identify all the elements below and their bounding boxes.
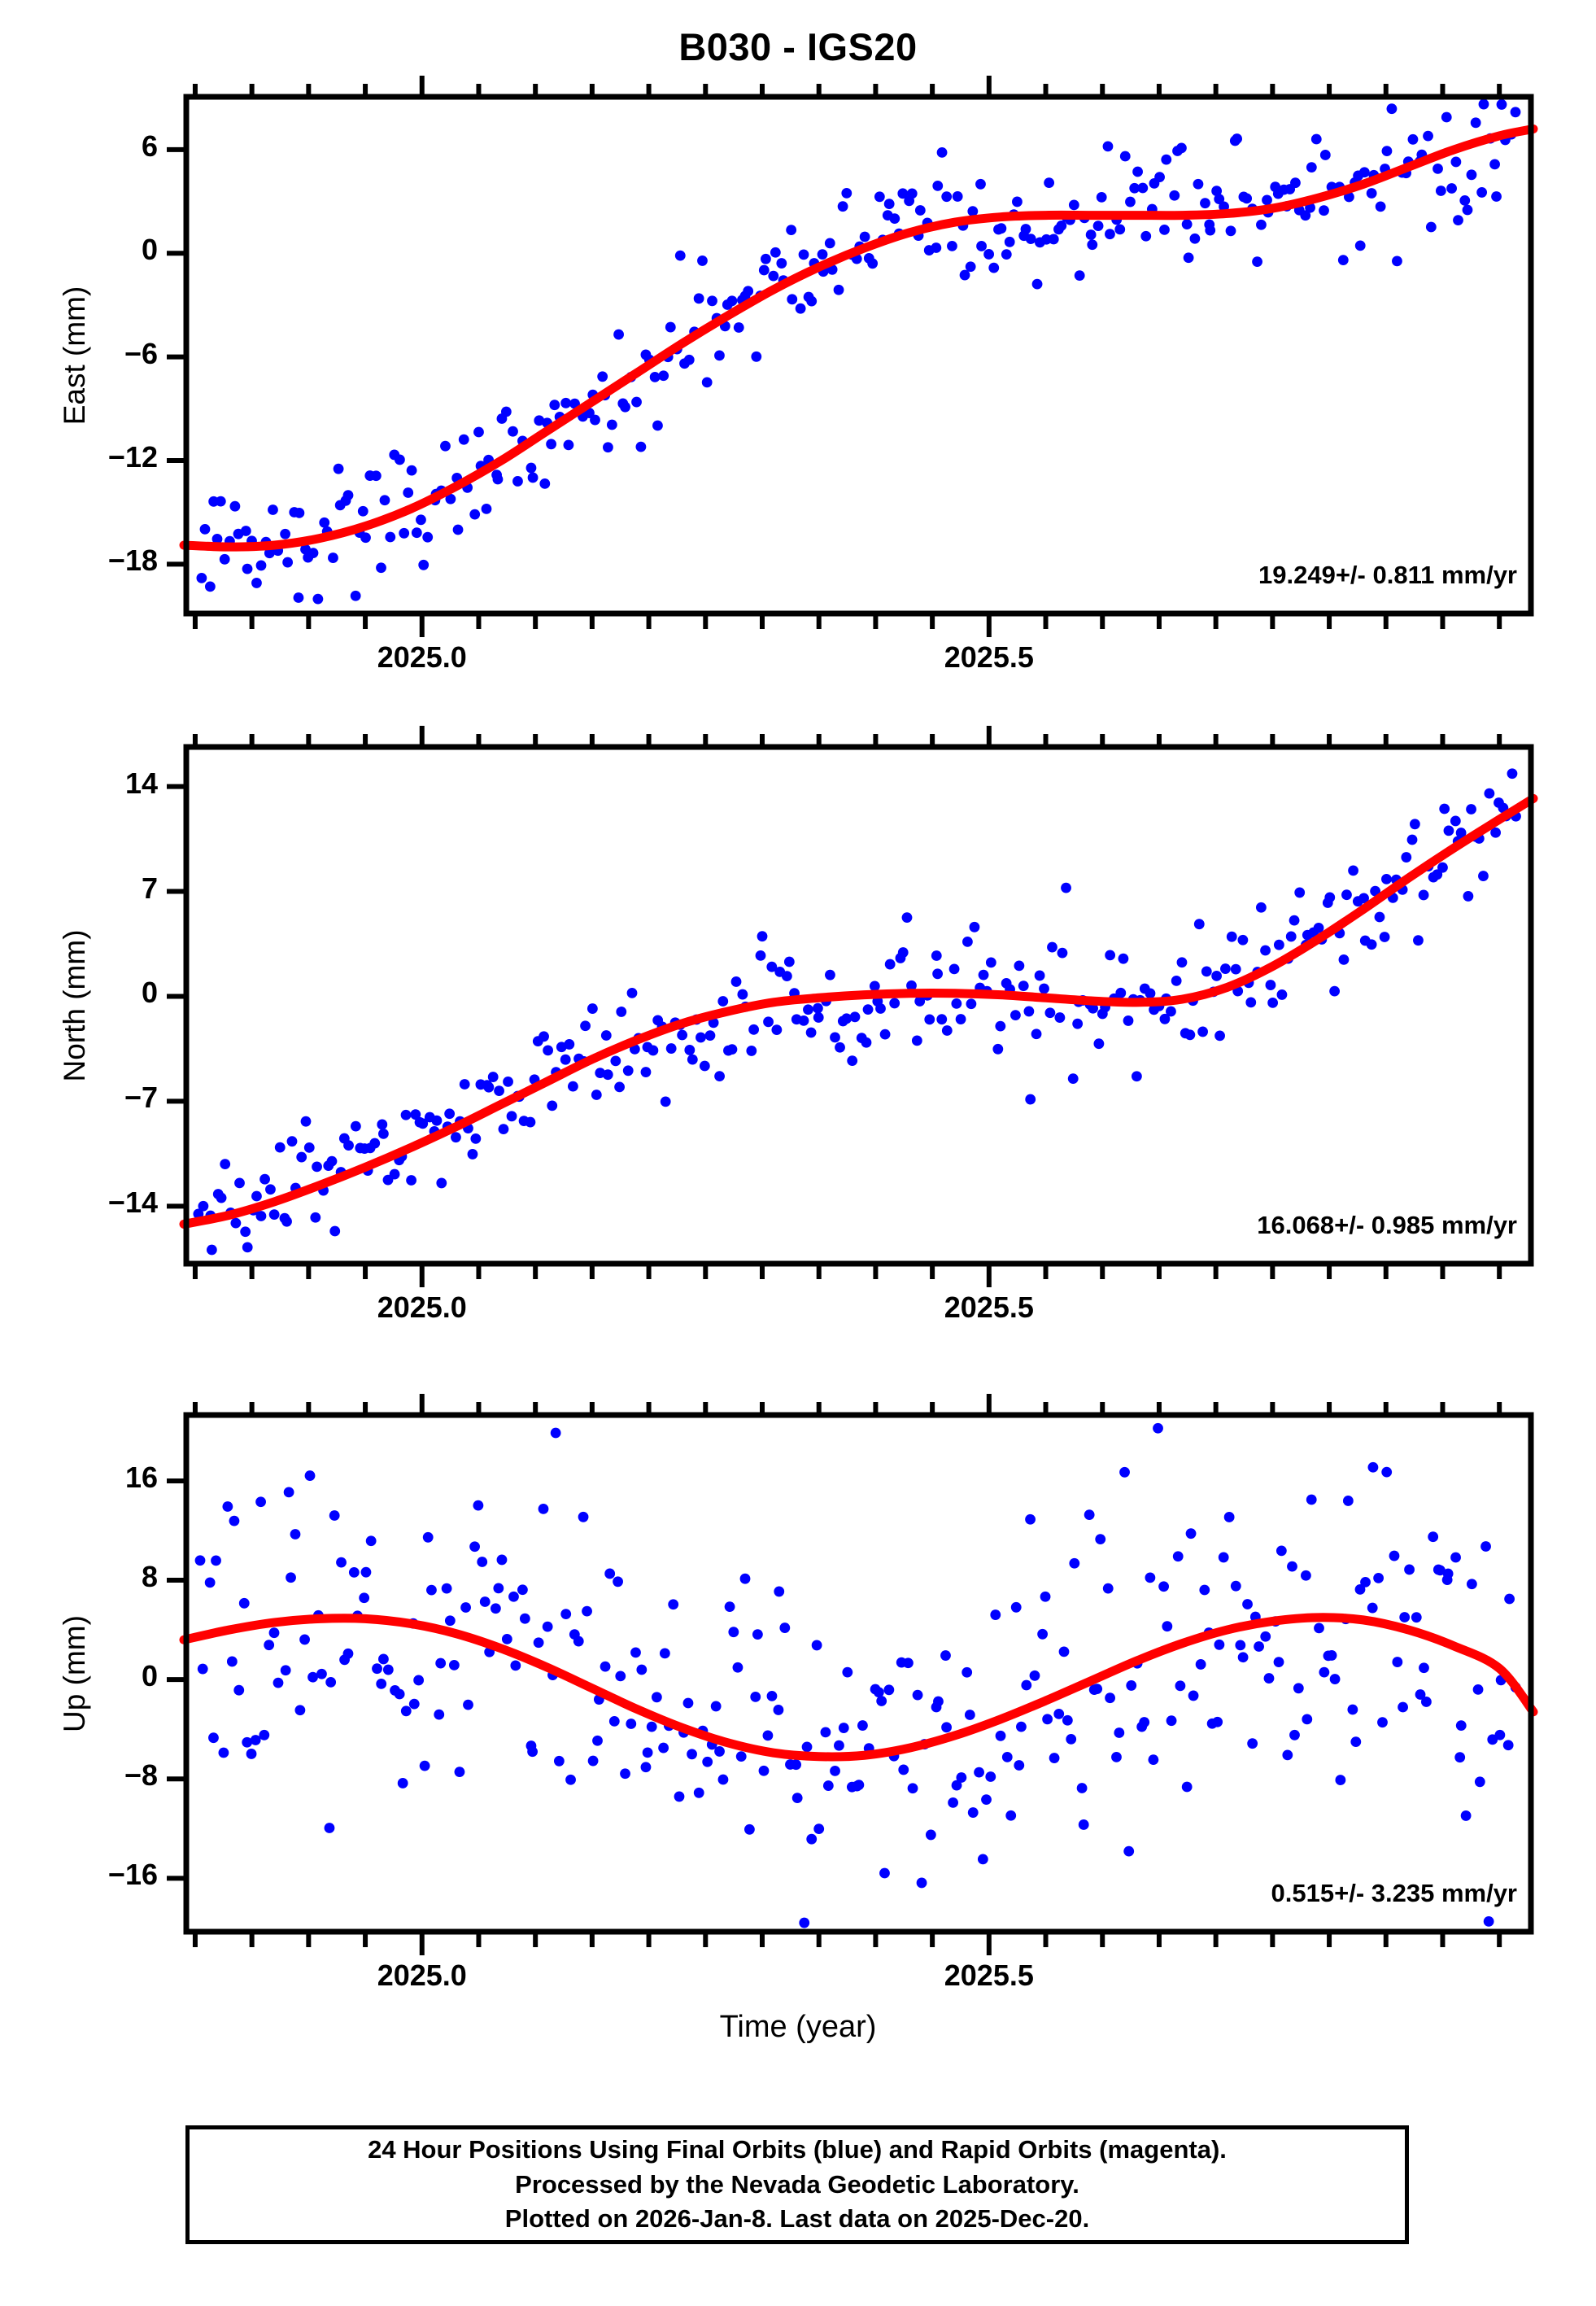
east-panel-plot-area <box>167 76 1538 637</box>
footer-line-1: 24 Hour Positions Using Final Orbits (bl… <box>368 2134 1227 2164</box>
up-panel-y-tick-label: −16 <box>107 1858 158 1892</box>
east-panel-y-tick-label: −6 <box>124 336 158 370</box>
footer-caption-box: 24 Hour Positions Using Final Orbits (bl… <box>185 2125 1409 2244</box>
up-panel-y-axis-title: Up (mm) <box>58 1614 91 1732</box>
east-panel-data-points <box>196 98 1521 605</box>
east-panel-y-axis-title: East (mm) <box>58 286 91 425</box>
north-panel-y-tick-label: 14 <box>124 766 158 800</box>
north-panel-frame <box>183 744 1534 1267</box>
north-panel-data-points <box>193 768 1521 1256</box>
up-panel-frame <box>183 1412 1534 1935</box>
up-panel-y-tick-label: 16 <box>124 1460 158 1494</box>
up-panel-x-tick-label: 2025.0 <box>377 1959 467 1992</box>
north-panel-plot-area <box>167 726 1538 1287</box>
east-panel-trend-curve <box>179 124 1538 552</box>
footer-line-2: Processed by the Nevada Geodetic Laborat… <box>515 2169 1079 2199</box>
page-title: B030 - IGS20 <box>678 25 918 68</box>
north-panel-y-axis-title: North (mm) <box>58 928 91 1082</box>
north-panel <box>167 726 1538 1287</box>
north-panel-y-tick-label: 0 <box>141 976 158 1010</box>
east-panel-rate-annotation: 19.249+/- 0.811 mm/yr <box>1258 561 1517 589</box>
up-panel-y-tick-label: 8 <box>141 1560 158 1594</box>
up-panel-data-points <box>194 1422 1521 1928</box>
east-panel-y-tick-label: −12 <box>107 439 158 474</box>
footer-line-3: Plotted on 2026-Jan-8. Last data on 2025… <box>504 2204 1090 2234</box>
east-panel-x-tick-label: 2025.0 <box>377 640 467 674</box>
north-panel-y-tick-label: −14 <box>107 1186 158 1220</box>
up-panel-trend-curve <box>179 1613 1538 1762</box>
up-panel-y-tick-label: −8 <box>124 1758 158 1793</box>
north-panel-trend-curve <box>179 793 1538 1229</box>
east-panel-y-tick-label: 0 <box>141 233 158 267</box>
up-panel-y-tick-label: 0 <box>141 1659 158 1693</box>
north-panel-x-tick-label: 2025.5 <box>944 1291 1034 1324</box>
north-panel-x-tick-label: 2025.0 <box>377 1291 467 1324</box>
east-panel-y-tick-label: 6 <box>141 129 158 163</box>
east-panel <box>167 76 1538 637</box>
north-panel-rate-annotation: 16.068+/- 0.985 mm/yr <box>1257 1211 1517 1239</box>
up-panel-x-tick-label: 2025.5 <box>944 1959 1034 1992</box>
north-panel-y-tick-label: 7 <box>141 871 158 905</box>
x-axis-title: Time (year) <box>719 2010 877 2044</box>
up-panel-rate-annotation: 0.515+/- 3.235 mm/yr <box>1271 1879 1517 1907</box>
east-panel-x-tick-label: 2025.5 <box>944 640 1034 674</box>
up-panel-plot-area <box>167 1394 1538 1955</box>
north-panel-y-tick-label: −7 <box>124 1081 158 1115</box>
up-panel <box>167 1394 1538 1955</box>
east-panel-y-tick-label: −18 <box>107 544 158 578</box>
